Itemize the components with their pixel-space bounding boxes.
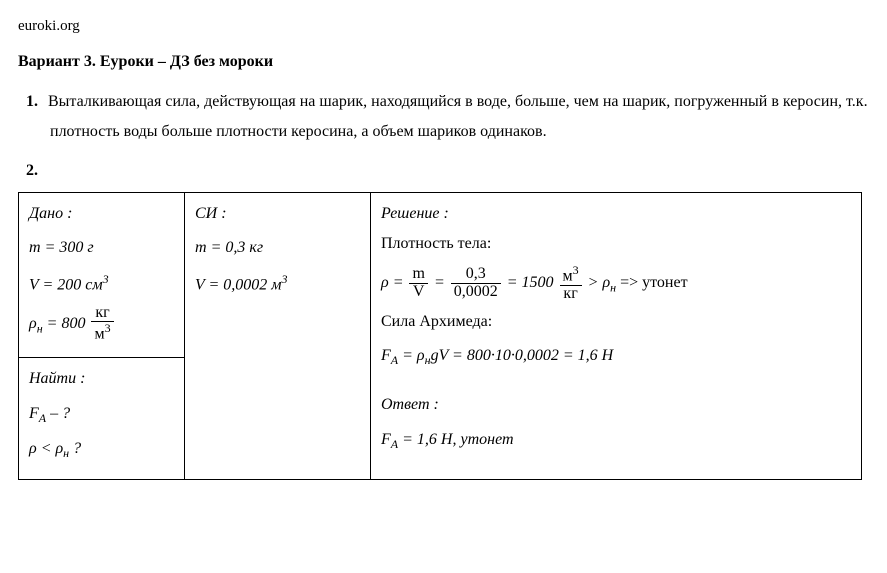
given-m: m = 300 г bbox=[29, 233, 174, 263]
given-rho: ρн = 800 кг м3 bbox=[29, 305, 174, 344]
find-cmp: ρ < ρн ? bbox=[29, 434, 174, 465]
si-header: СИ : bbox=[195, 199, 360, 229]
given-V: V = 200 см3 bbox=[29, 268, 174, 301]
given-cell: Дано : m = 300 г V = 200 см3 ρн = 800 кг… bbox=[19, 193, 185, 358]
site-url: euroki.org bbox=[18, 12, 869, 41]
density-eq: ρ = mV = 0,30,0002 = 1500 м3 кг > ρн => … bbox=[381, 264, 851, 303]
find-FA: FA – ? bbox=[29, 399, 174, 430]
q1-number: 1. bbox=[26, 87, 44, 117]
density-title: Плотность тела: bbox=[381, 229, 851, 259]
answer-title: Ответ : bbox=[381, 390, 851, 420]
si-cell: СИ : m = 0,3 кг V = 0,0002 м3 bbox=[185, 193, 371, 480]
q1-text: Выталкивающая сила, действующая на шарик… bbox=[48, 93, 868, 140]
solution-table: Дано : m = 300 г V = 200 см3 ρн = 800 кг… bbox=[18, 192, 862, 480]
archimedes-eq: FA = ρнgV = 800·10·0,0002 = 1,6 Н bbox=[381, 341, 851, 372]
given-header: Дано : bbox=[29, 199, 174, 229]
question-1: 1. Выталкивающая сила, действующая на ша… bbox=[50, 87, 869, 148]
find-cell: Найти : FA – ? ρ < ρн ? bbox=[19, 358, 185, 479]
si-m: m = 0,3 кг bbox=[195, 233, 360, 263]
find-header: Найти : bbox=[29, 364, 174, 394]
answer-text: FA = 1,6 Н, утонет bbox=[381, 425, 851, 456]
solution-cell: Решение : Плотность тела: ρ = mV = 0,30,… bbox=[371, 193, 862, 480]
archimedes-title: Сила Архимеда: bbox=[381, 307, 851, 337]
q2-number: 2. bbox=[26, 156, 869, 186]
solution-header: Решение : bbox=[381, 199, 851, 229]
variant-title: Вариант 3. Еуроки – ДЗ без мороки bbox=[18, 47, 869, 77]
si-V: V = 0,0002 м3 bbox=[195, 268, 360, 301]
